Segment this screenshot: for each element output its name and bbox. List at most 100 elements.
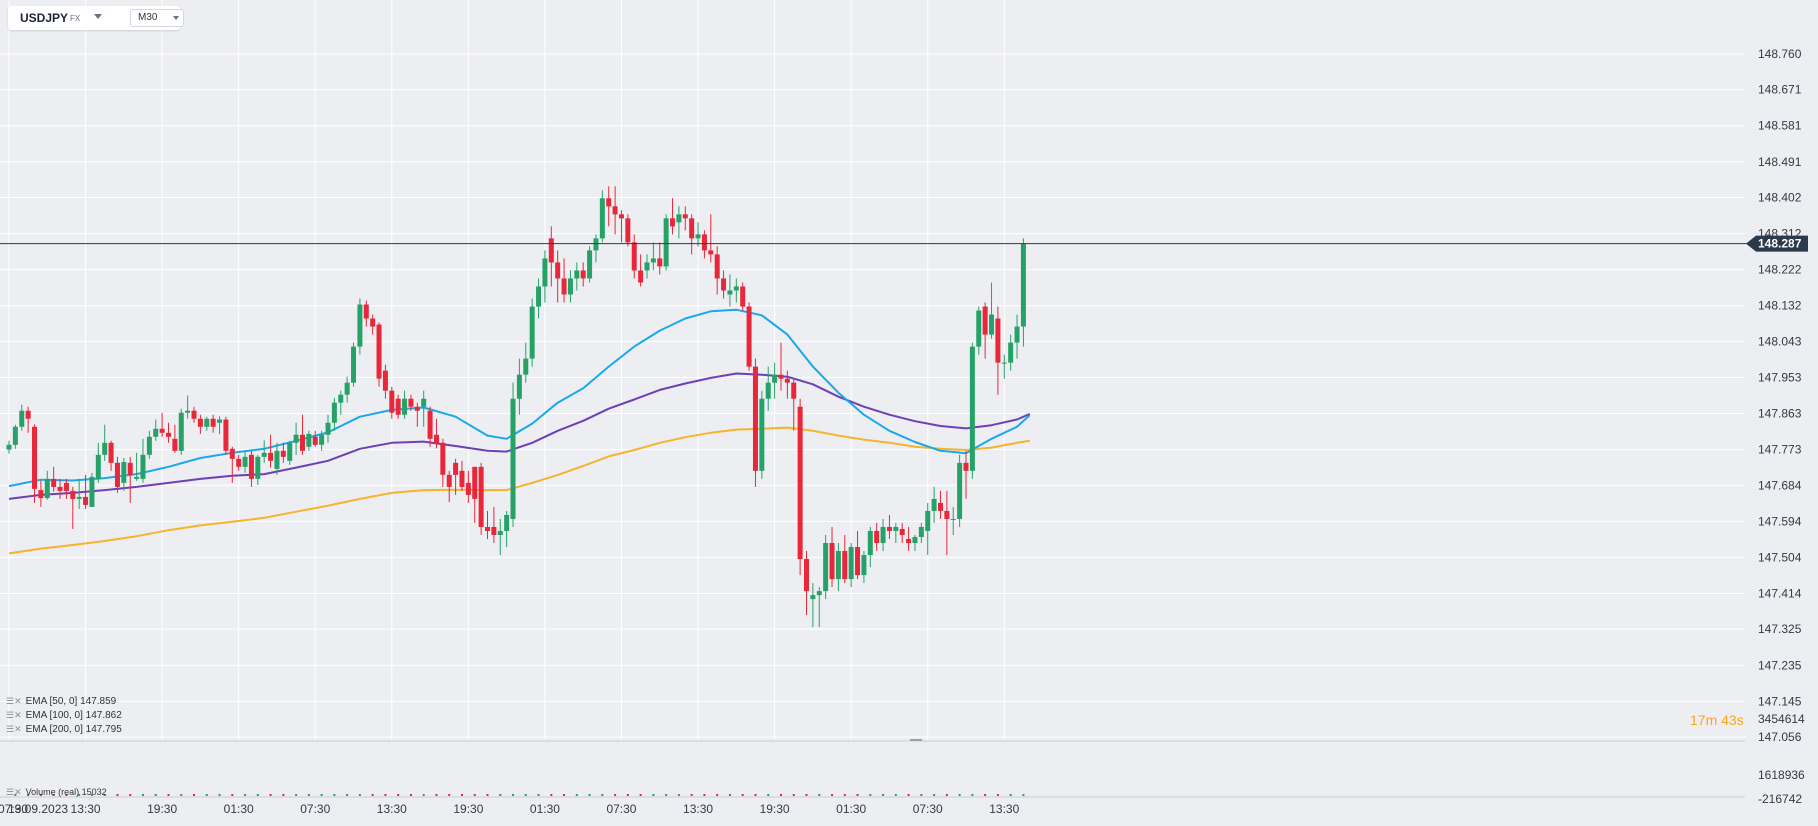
indicator-volume[interactable]: ☰✕ Volume (real) 15032 (6, 787, 107, 798)
candle (593, 234, 599, 263)
candle (223, 416, 229, 455)
indicator-settings-icon[interactable]: ☰✕ (6, 710, 22, 720)
price-tick-label: 148.222 (1758, 263, 1802, 277)
candle (472, 466, 478, 523)
symbol-dropdown-icon[interactable] (94, 14, 102, 19)
candle (606, 186, 612, 227)
price-tick-label: 147.504 (1758, 550, 1802, 564)
candle (331, 397, 337, 431)
candle (567, 270, 573, 303)
candle (650, 242, 656, 271)
candle (357, 298, 363, 355)
candle-body (57, 486, 63, 491)
candle-body (319, 434, 325, 445)
candle (835, 543, 841, 592)
candle-body (134, 476, 140, 479)
volume-bar (563, 794, 566, 796)
candle-body (618, 214, 624, 219)
candle (969, 342, 975, 479)
time-tick-label: 19:30 (147, 802, 177, 816)
countdown-seconds: 43 (1721, 712, 1737, 728)
volume-bar (550, 794, 553, 796)
candle-body (223, 419, 229, 451)
candle (153, 419, 159, 441)
volume-bar (154, 794, 157, 796)
instrument-type: FX (70, 14, 81, 23)
candle-body (89, 476, 95, 507)
candle (612, 186, 618, 235)
indicator-ema-200[interactable]: ☰✕ EMA [200, 0] 147.795 (6, 724, 122, 735)
volume-bar (295, 794, 298, 796)
candle-body (19, 410, 25, 427)
ema-100-path (8, 372, 1031, 500)
volume-bar (1009, 794, 1012, 796)
candle (714, 246, 720, 295)
candle-body (121, 462, 127, 483)
candle-body (746, 306, 752, 367)
candle-body (791, 382, 797, 399)
candle-body (510, 398, 516, 519)
candle (389, 386, 395, 419)
candle-body (440, 442, 446, 475)
candle-body (714, 254, 720, 279)
candle (491, 506, 497, 544)
candle-body (185, 410, 191, 413)
candle-body (599, 198, 605, 239)
candle (810, 583, 816, 628)
candle (944, 490, 950, 556)
time-tick-label: 13:30 (71, 802, 101, 816)
volume-bar (320, 794, 323, 796)
indicator-ema-100[interactable]: ☰✕ EMA [100, 0] 147.862 (6, 710, 122, 721)
volume-bar (486, 794, 489, 796)
candle (772, 362, 778, 399)
candle (797, 398, 803, 576)
indicator-label: EMA [100, 0] 147.862 (25, 710, 122, 721)
candle-body (217, 419, 223, 423)
timeframe-select[interactable]: M30 (130, 9, 184, 27)
candle (848, 543, 854, 588)
ema-200-path (8, 426, 1030, 555)
candle (185, 395, 191, 419)
candle-body (880, 526, 886, 544)
candle (523, 342, 529, 383)
time-tick-label: 13:30 (683, 802, 713, 816)
candle (899, 522, 905, 544)
volume-bar (103, 794, 106, 796)
volume-bar (996, 794, 999, 796)
candle (631, 234, 637, 279)
candle (682, 206, 688, 231)
indicator-ema-50[interactable]: ☰✕ EMA [50, 0] 147.859 (6, 696, 116, 707)
candle (32, 424, 38, 503)
candle (159, 412, 165, 437)
candle (618, 210, 624, 243)
candle-body (733, 286, 739, 291)
volume-bar (831, 794, 834, 796)
time-tick-label: 01:30 (224, 802, 254, 816)
candle-body (1001, 362, 1007, 364)
volume-bar (397, 794, 400, 796)
candle (248, 450, 254, 487)
indicator-settings-icon[interactable]: ☰✕ (6, 724, 22, 734)
candle-body (644, 262, 650, 271)
candle (102, 424, 108, 461)
volume-bar (460, 794, 463, 796)
price-tick-label: 148.312 (1758, 227, 1802, 241)
candle (319, 430, 325, 451)
candle (893, 522, 899, 544)
candle-body (682, 214, 688, 219)
candle-body (772, 374, 778, 383)
current-price-label: 148.287 (1758, 237, 1802, 251)
candle (516, 358, 522, 415)
candle (325, 414, 331, 443)
volume-bar (435, 794, 438, 796)
candle-body (587, 250, 593, 279)
candle (210, 414, 216, 433)
countdown-minutes-unit: m (1705, 712, 1718, 728)
symbol-name[interactable]: USDJPY (20, 11, 69, 25)
candle-body (797, 406, 803, 560)
indicator-settings-icon[interactable]: ☰✕ (6, 787, 22, 797)
candle-body (204, 418, 210, 427)
indicator-settings-icon[interactable]: ☰✕ (6, 696, 22, 706)
